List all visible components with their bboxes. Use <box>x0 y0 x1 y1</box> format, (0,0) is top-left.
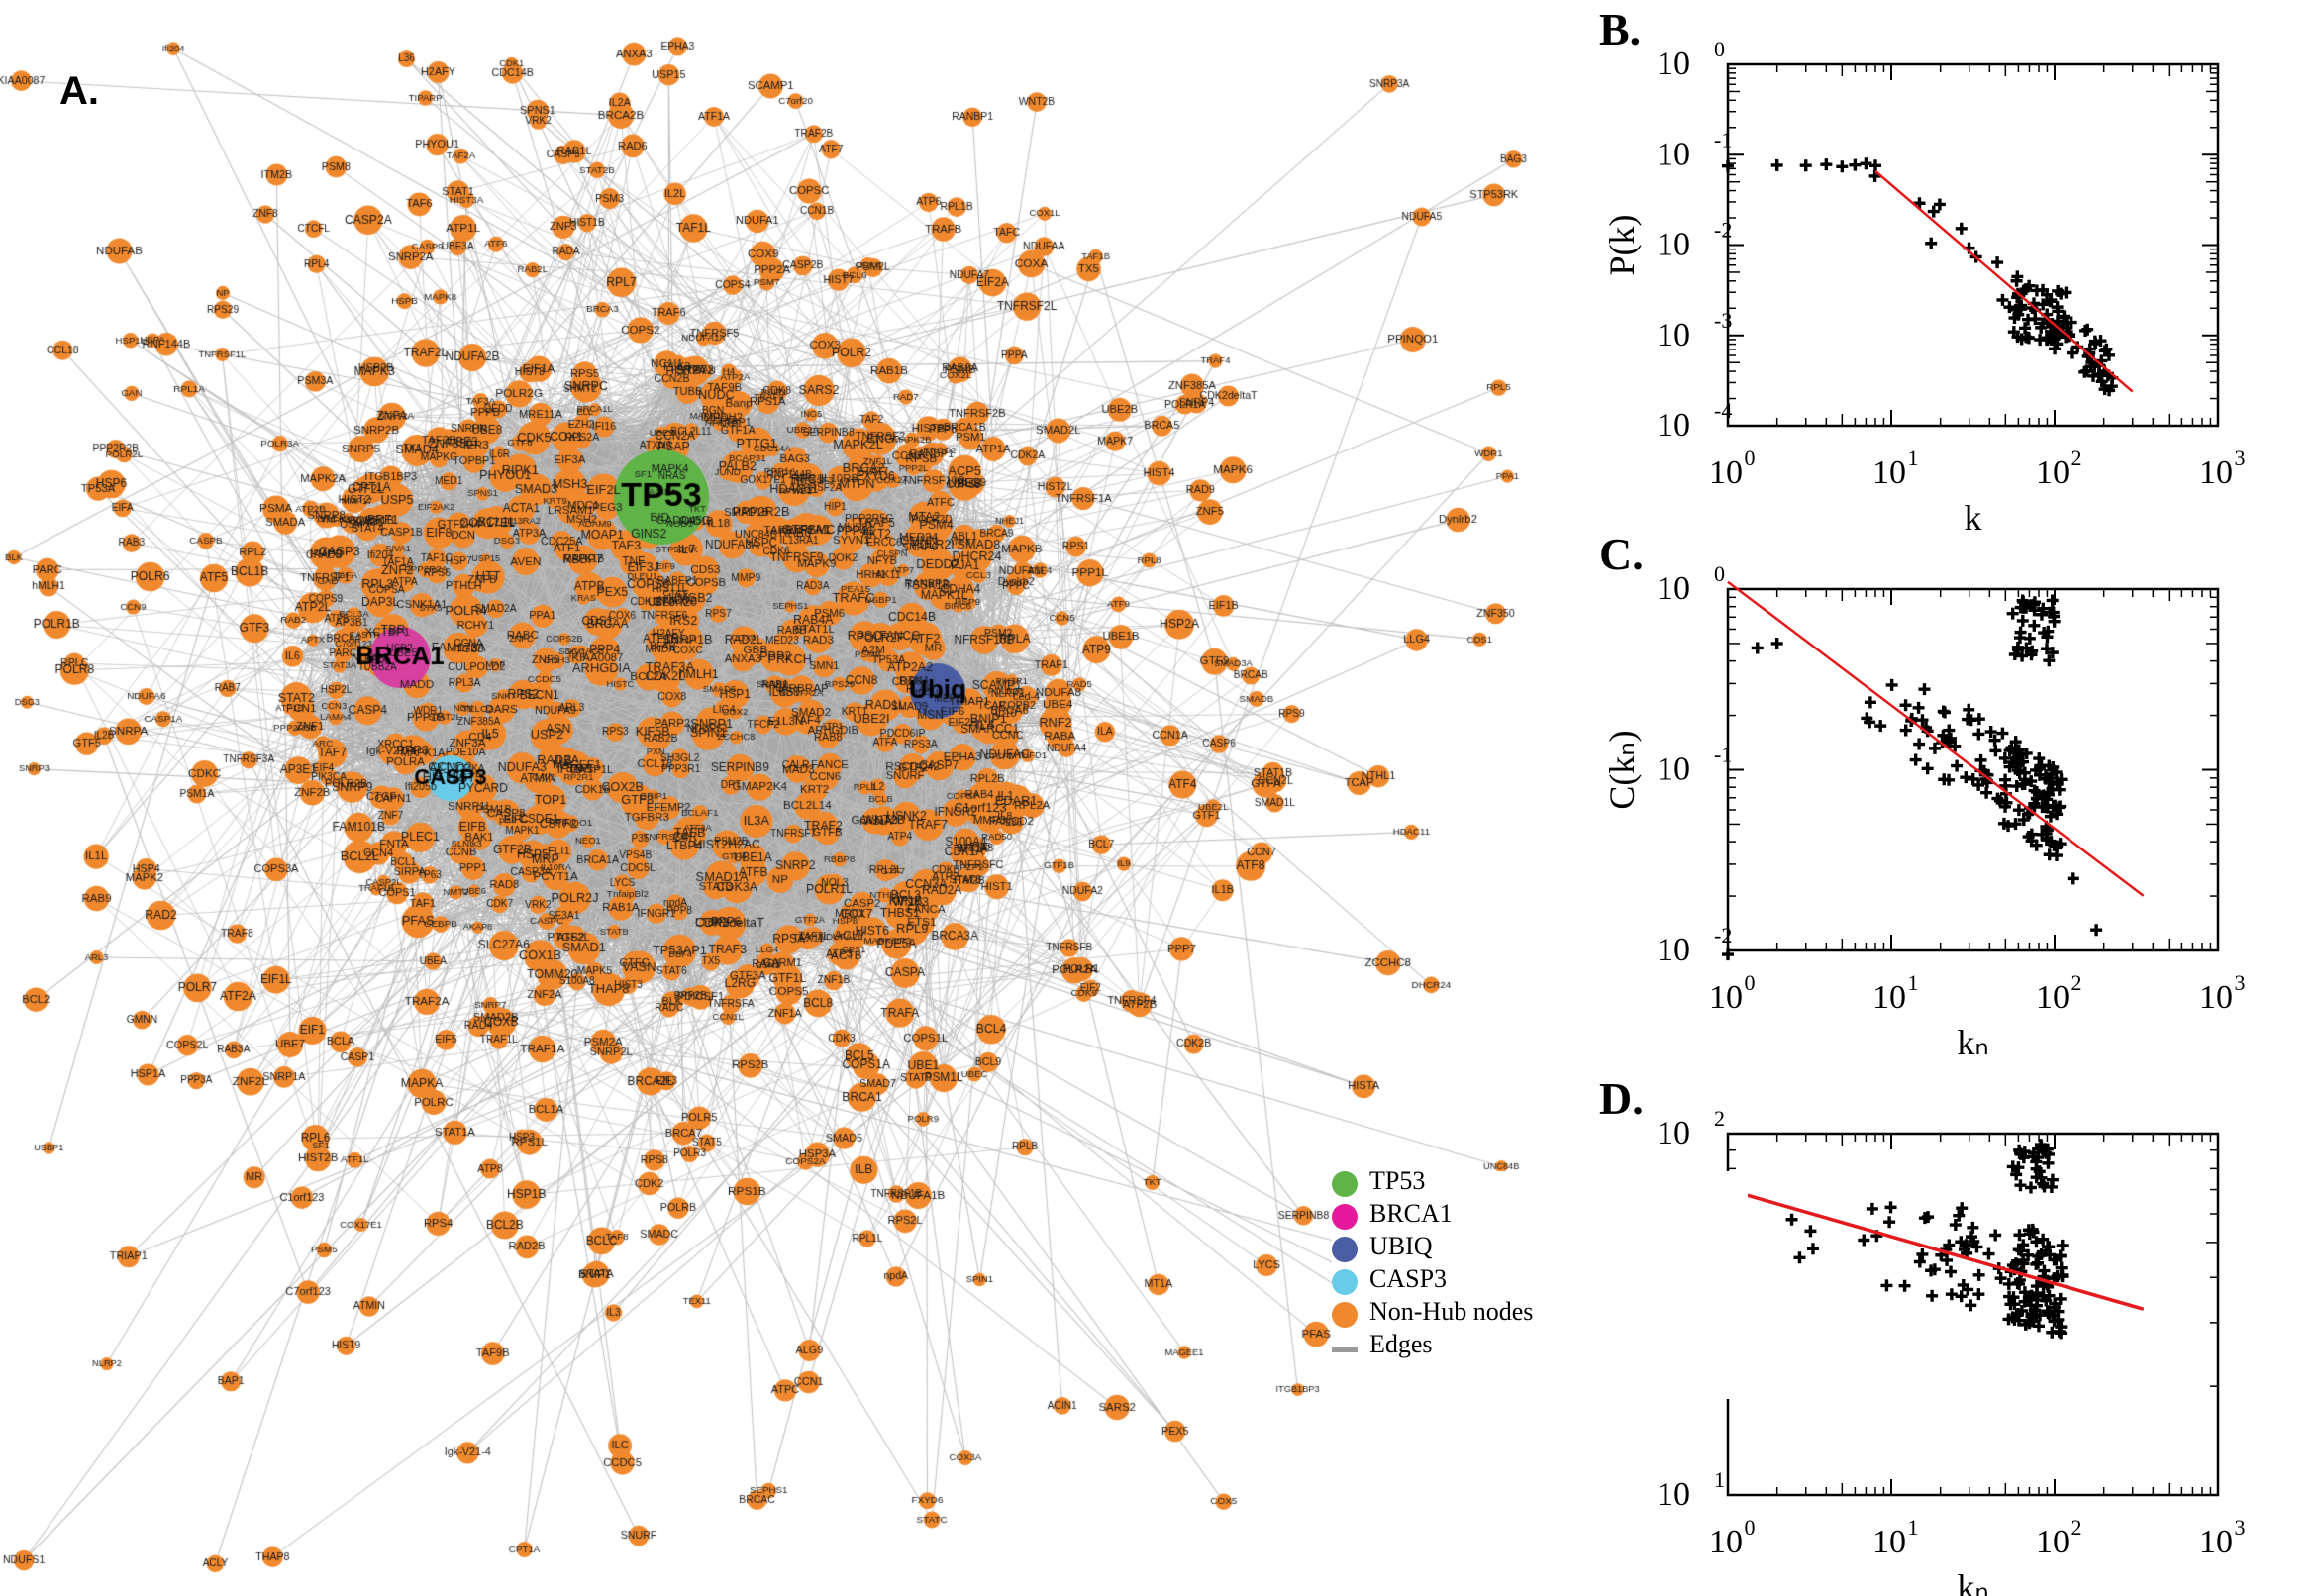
svg-text:10: 10 <box>2036 1524 2070 1560</box>
svg-text:-1: -1 <box>1714 743 1732 767</box>
svg-text:10: 10 <box>2199 1524 2233 1560</box>
svg-text:10: 10 <box>2199 454 2233 491</box>
svg-text:10: 10 <box>1657 227 1690 263</box>
svg-text:-4: -4 <box>1714 398 1732 423</box>
svg-text:2: 2 <box>2071 1515 2082 1540</box>
svg-text:10: 10 <box>1709 979 1743 1016</box>
svg-text:C(kₙ): C(kₙ) <box>1602 730 1642 809</box>
svg-text:10: 10 <box>1657 1115 1690 1151</box>
svg-text:10: 10 <box>1657 1476 1690 1513</box>
svg-text:10: 10 <box>1657 317 1690 353</box>
svg-text:10: 10 <box>1872 979 1906 1016</box>
svg-text:0: 0 <box>1714 37 1725 61</box>
svg-text:-3: -3 <box>1714 308 1732 333</box>
svg-text:10: 10 <box>1657 46 1690 82</box>
svg-text:2: 2 <box>2071 446 2082 470</box>
svg-text:1: 1 <box>1714 1467 1725 1492</box>
svg-text:kₙ: kₙ <box>1957 1023 1988 1062</box>
svg-text:P(k): P(k) <box>1602 215 1642 276</box>
svg-text:0: 0 <box>1745 970 1756 995</box>
svg-text:10: 10 <box>1657 932 1690 968</box>
svg-text:3: 3 <box>2235 1515 2246 1540</box>
svg-text:-2: -2 <box>1714 218 1732 243</box>
svg-text:10: 10 <box>1657 407 1690 444</box>
svg-text:B.: B. <box>1599 4 1641 54</box>
svg-text:1: 1 <box>1908 970 1919 995</box>
svg-text:-1: -1 <box>1714 127 1732 151</box>
svg-text:k: k <box>1965 498 1982 538</box>
svg-text:3: 3 <box>2235 446 2246 470</box>
svg-text:0: 0 <box>1745 1515 1756 1540</box>
svg-text:1: 1 <box>1908 446 1919 470</box>
svg-text:10: 10 <box>1657 751 1690 788</box>
svg-text:10: 10 <box>2199 979 2233 1016</box>
svg-text:3: 3 <box>2235 970 2246 995</box>
svg-text:1: 1 <box>1908 1515 1919 1540</box>
svg-text:10: 10 <box>1657 136 1690 172</box>
svg-text:10: 10 <box>1657 570 1690 607</box>
svg-text:10: 10 <box>2036 979 2070 1016</box>
svg-text:0: 0 <box>1714 561 1725 586</box>
svg-text:10: 10 <box>1709 454 1743 491</box>
svg-text:-2: -2 <box>1714 923 1732 948</box>
svg-text:C.: C. <box>1599 529 1644 579</box>
svg-text:2: 2 <box>1714 1106 1725 1131</box>
svg-text:D.: D. <box>1599 1073 1644 1124</box>
svg-text:2: 2 <box>2071 970 2082 995</box>
svg-text:10: 10 <box>1872 1524 1906 1560</box>
svg-text:10: 10 <box>2036 454 2070 491</box>
svg-text:10: 10 <box>1709 1524 1743 1560</box>
svg-text:kₙ: kₙ <box>1957 1567 1988 1596</box>
svg-text:0: 0 <box>1745 446 1756 470</box>
svg-text:10: 10 <box>1872 454 1906 491</box>
